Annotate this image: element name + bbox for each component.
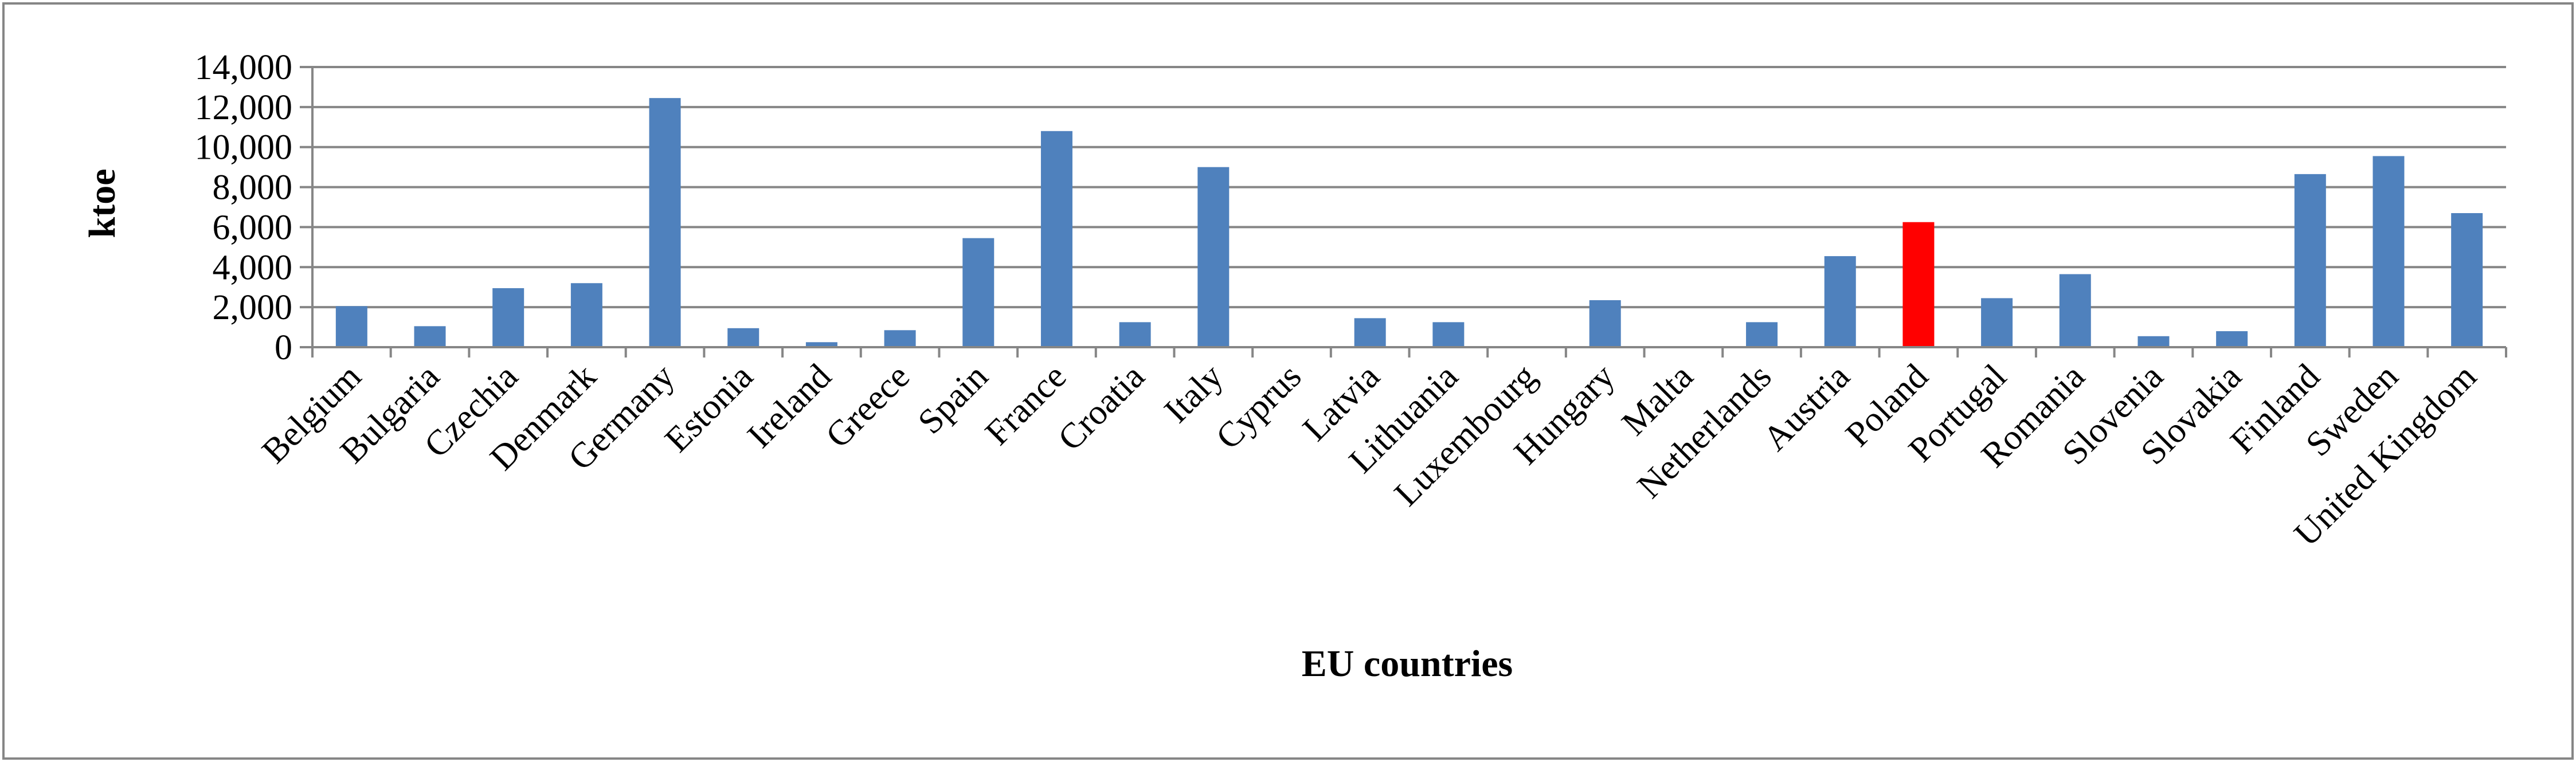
y-tick-label: 0 (275, 328, 292, 367)
bar-czechia (492, 288, 524, 347)
bar-estonia (727, 328, 759, 347)
y-tick-label: 14,000 (195, 48, 293, 87)
x-axis-title: EU countries (1302, 643, 1513, 685)
bar-italy (1197, 167, 1229, 347)
bar-united-kingdom (2451, 213, 2483, 347)
y-tick-label: 10,000 (195, 128, 293, 167)
y-tick-label: 8,000 (213, 168, 293, 207)
bar-croatia (1119, 322, 1151, 347)
bar-denmark (571, 283, 602, 347)
y-tick-label: 4,000 (213, 248, 293, 287)
bar-slovakia (2216, 331, 2248, 347)
bar-belgium (336, 306, 367, 347)
bar-portugal (1981, 298, 2013, 347)
bar-romania (2060, 274, 2091, 347)
bar-bulgaria (414, 326, 446, 347)
y-axis-title: ktoe (81, 169, 123, 238)
y-tick-label: 6,000 (213, 208, 293, 247)
bar-austria (1825, 256, 1856, 347)
bar-finland (2295, 174, 2326, 347)
bar-sweden (2373, 156, 2404, 347)
bar-germany (649, 98, 681, 347)
y-tick-label: 2,000 (213, 288, 293, 327)
bar-slovenia (2137, 336, 2169, 347)
bar-netherlands (1746, 322, 1778, 347)
bar-greece (884, 330, 916, 347)
bar-spain (962, 238, 994, 347)
bar-poland (1902, 222, 1934, 347)
y-tick-label: 12,000 (195, 88, 293, 127)
bar-hungary (1590, 300, 1621, 347)
bar-france (1041, 131, 1072, 347)
bar-lithuania (1432, 322, 1464, 347)
bar-latvia (1354, 318, 1386, 347)
